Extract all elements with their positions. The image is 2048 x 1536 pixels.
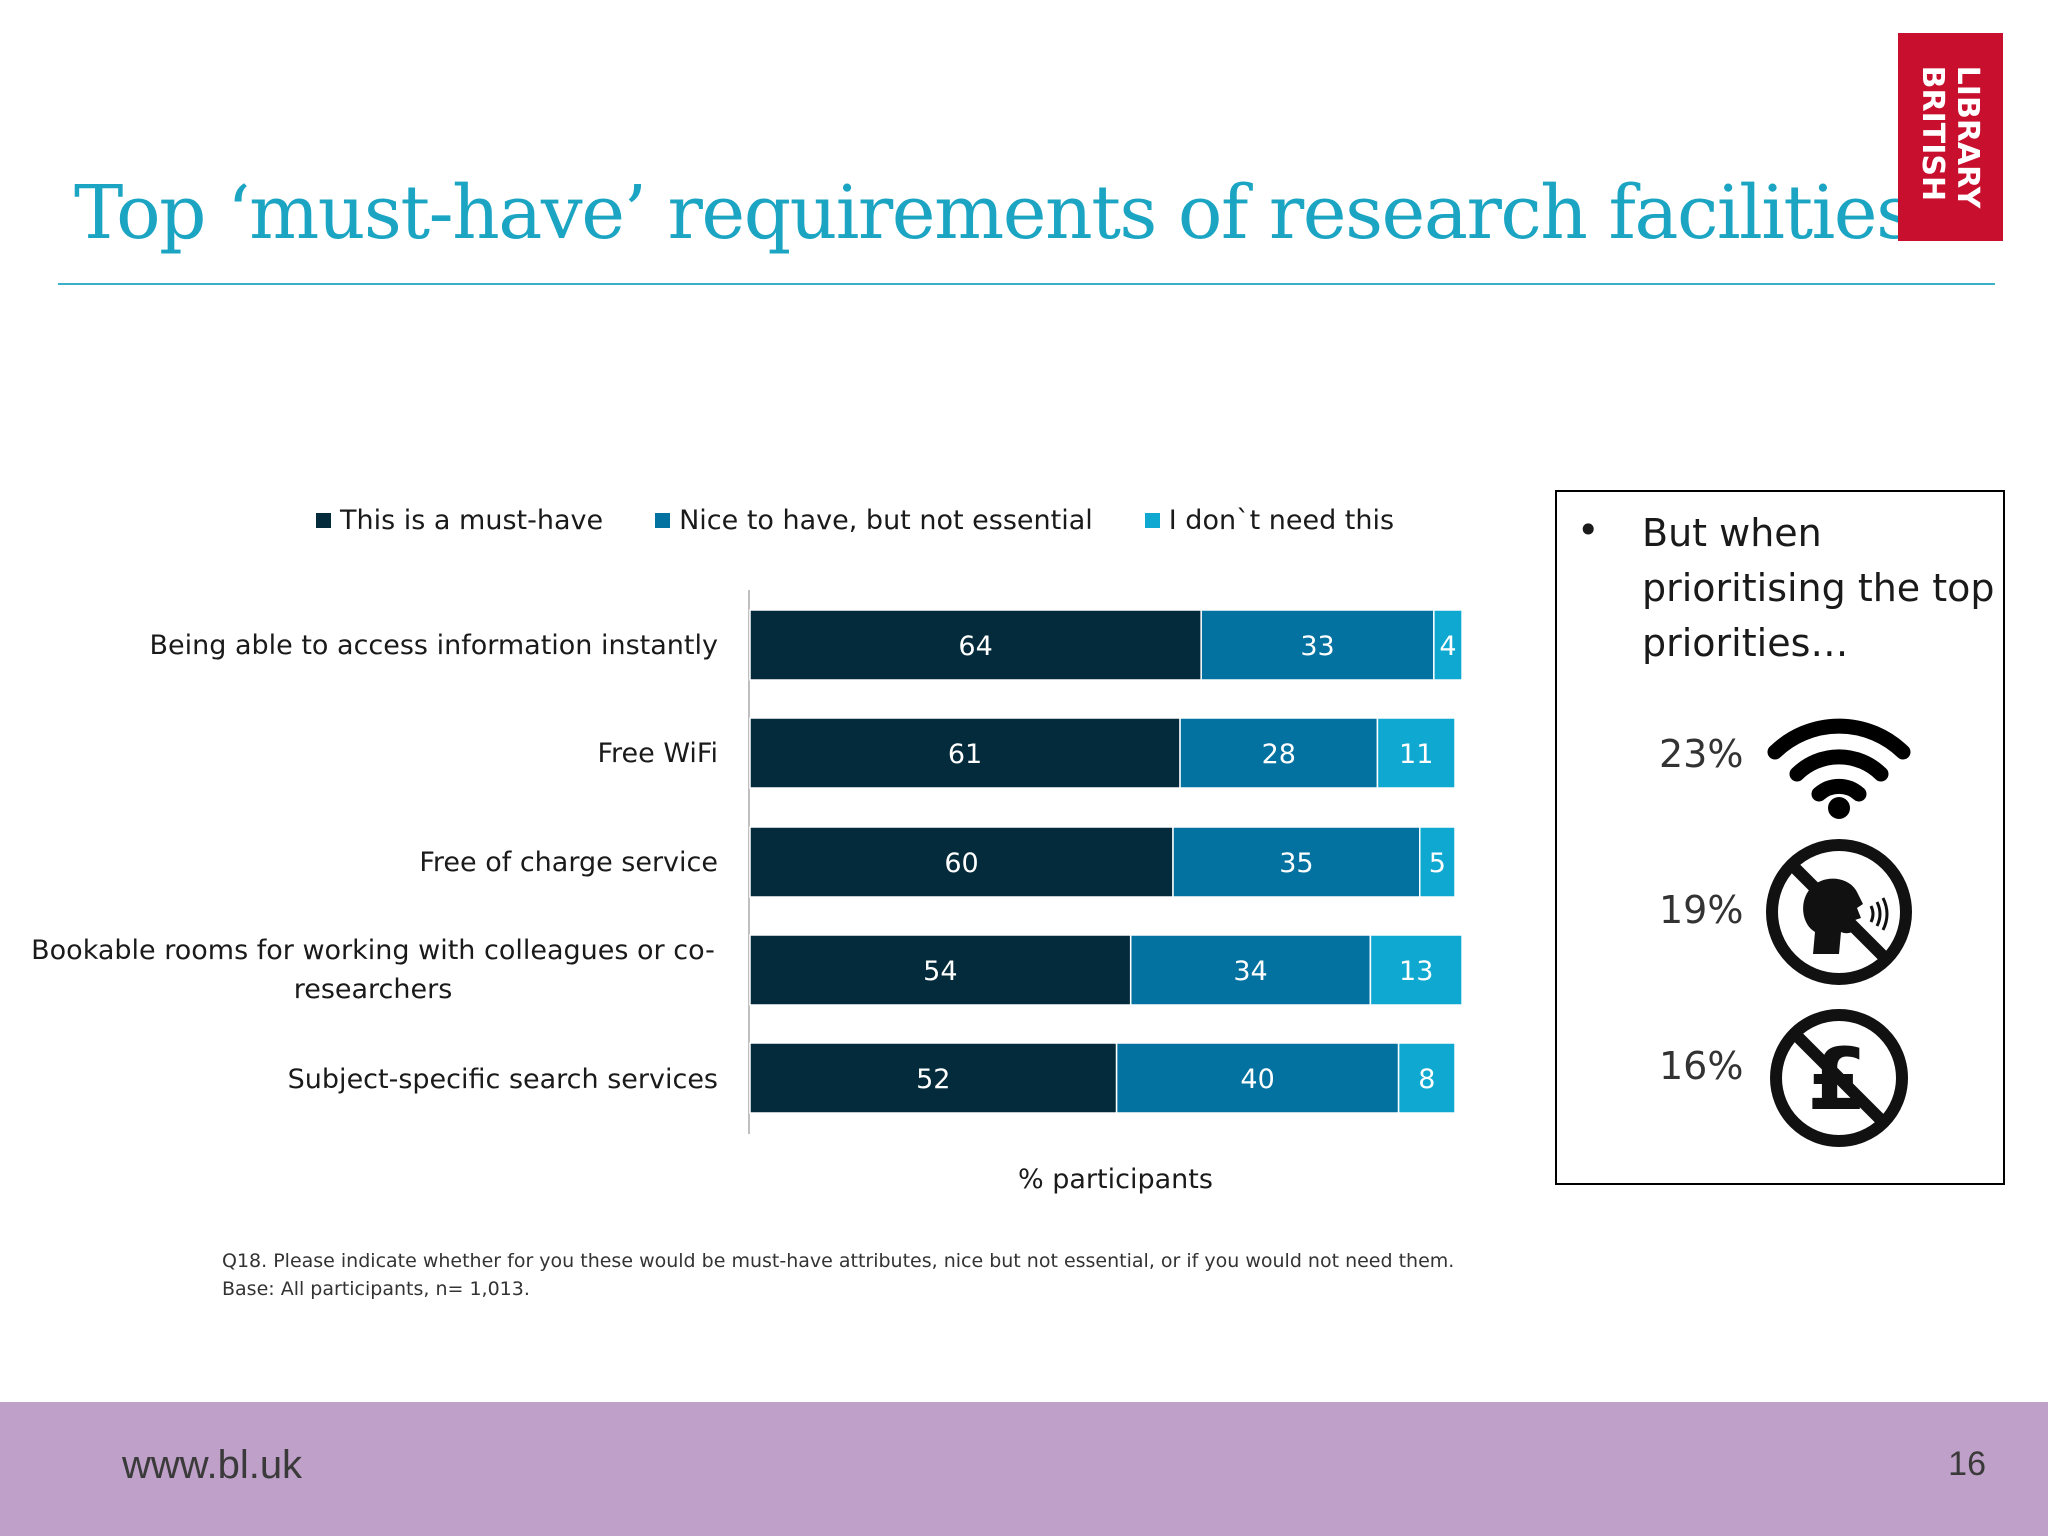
data-label: 11	[1399, 739, 1433, 770]
legend-item-dont-need: I don`t need this	[1144, 504, 1395, 536]
data-label: 5	[1429, 848, 1446, 879]
stacked-bar-chart: 64 33 4 61 28 11 60 35 5 54 34 13 52 40 8	[748, 590, 1463, 1134]
category-label-line: researchers	[293, 974, 453, 1005]
legend-label: I don`t need this	[1168, 504, 1395, 536]
data-label: 64	[958, 631, 992, 662]
data-label: 4	[1439, 631, 1456, 662]
category-label-line: Bookable rooms for working with colleagu…	[31, 935, 715, 966]
data-label: 35	[1279, 848, 1313, 879]
no-charge-priority-value: 16%	[1659, 1044, 1744, 1088]
bar-segment	[749, 934, 1132, 1006]
slide-title: Top ‘must-have’ requirements of research…	[74, 170, 1914, 256]
bar-segment	[749, 1042, 1118, 1114]
bar-segment	[1179, 717, 1379, 789]
data-label: 34	[1233, 956, 1267, 987]
data-label: 40	[1240, 1064, 1274, 1095]
no-talking-priority-value: 19%	[1659, 888, 1744, 932]
chart-legend: This is a must-have Nice to have, but no…	[316, 500, 1446, 540]
no-talking-icon	[1766, 839, 1912, 985]
legend-item-nice-to-have: Nice to have, but not essential	[655, 505, 1093, 536]
category-label: Subject-specific search services	[0, 1060, 718, 1099]
footnote: Q18. Please indicate whether for you the…	[222, 1247, 1454, 1303]
bar-segment	[1433, 609, 1463, 681]
data-label: 8	[1418, 1064, 1435, 1095]
page-number: 16	[1948, 1445, 1986, 1483]
category-label-line: Subject-specific search services	[287, 1064, 718, 1095]
footer-bar	[0, 1402, 2048, 1536]
footnote-question: Q18. Please indicate whether for you the…	[222, 1250, 1455, 1272]
bar-segment	[1376, 717, 1456, 789]
category-label: Bookable rooms for working with colleagu…	[28, 931, 718, 1009]
legend-swatch	[316, 512, 331, 528]
data-label: 28	[1262, 739, 1296, 770]
legend-label: Nice to have, but not essential	[679, 504, 1093, 536]
category-label: Being able to access information instant…	[0, 626, 718, 665]
bar-segment	[749, 826, 1174, 898]
legend-label: This is a must-have	[340, 504, 604, 536]
bar-segment	[749, 717, 1181, 789]
category-label-line: Free of charge service	[419, 847, 718, 878]
bar-group: 64 33 4 61 28 11 60 35 5 54 34 13 52 40 8	[749, 609, 1463, 1114]
legend-swatch	[655, 512, 671, 528]
category-label: Free WiFi	[0, 734, 718, 773]
wifi-icon	[1767, 718, 1911, 819]
bar-segment	[1115, 1042, 1400, 1114]
bar-segment	[1419, 826, 1456, 898]
priorities-panel: • But when prioritising the top prioriti…	[1555, 490, 2005, 1185]
bar-segment	[1397, 1042, 1456, 1114]
wifi-priority-value: 23%	[1659, 732, 1744, 776]
footnote-base: Base: All participants, n= 1,013.	[222, 1278, 530, 1300]
bar-segment	[1369, 934, 1463, 1006]
category-label-line: Being able to access information instant…	[149, 630, 718, 661]
british-library-logo: LIBRARY BRITISH	[1898, 33, 2003, 241]
data-label: 52	[916, 1064, 950, 1095]
data-label: 54	[923, 956, 957, 987]
category-label-line: Free WiFi	[597, 738, 718, 769]
category-label: Free of charge service	[0, 843, 718, 882]
x-axis-label: % participants	[1018, 1164, 1213, 1195]
title-divider	[58, 283, 1995, 285]
data-label: 60	[944, 848, 978, 879]
bar-segment	[1200, 609, 1435, 681]
data-label: 61	[948, 739, 982, 770]
bar-segment	[1172, 826, 1421, 898]
no-pound-icon: £	[1770, 1009, 1908, 1147]
priorities-heading: But when prioritising the top priorities…	[1642, 511, 1995, 665]
data-label: 33	[1300, 631, 1334, 662]
data-label: 13	[1399, 956, 1433, 987]
legend-swatch	[1144, 512, 1160, 528]
bullet-marker: •	[1577, 508, 1600, 552]
legend-item-must-have: This is a must-have	[316, 505, 603, 536]
footer-url: www.bl.uk	[122, 1443, 303, 1487]
bar-segment	[749, 609, 1202, 681]
